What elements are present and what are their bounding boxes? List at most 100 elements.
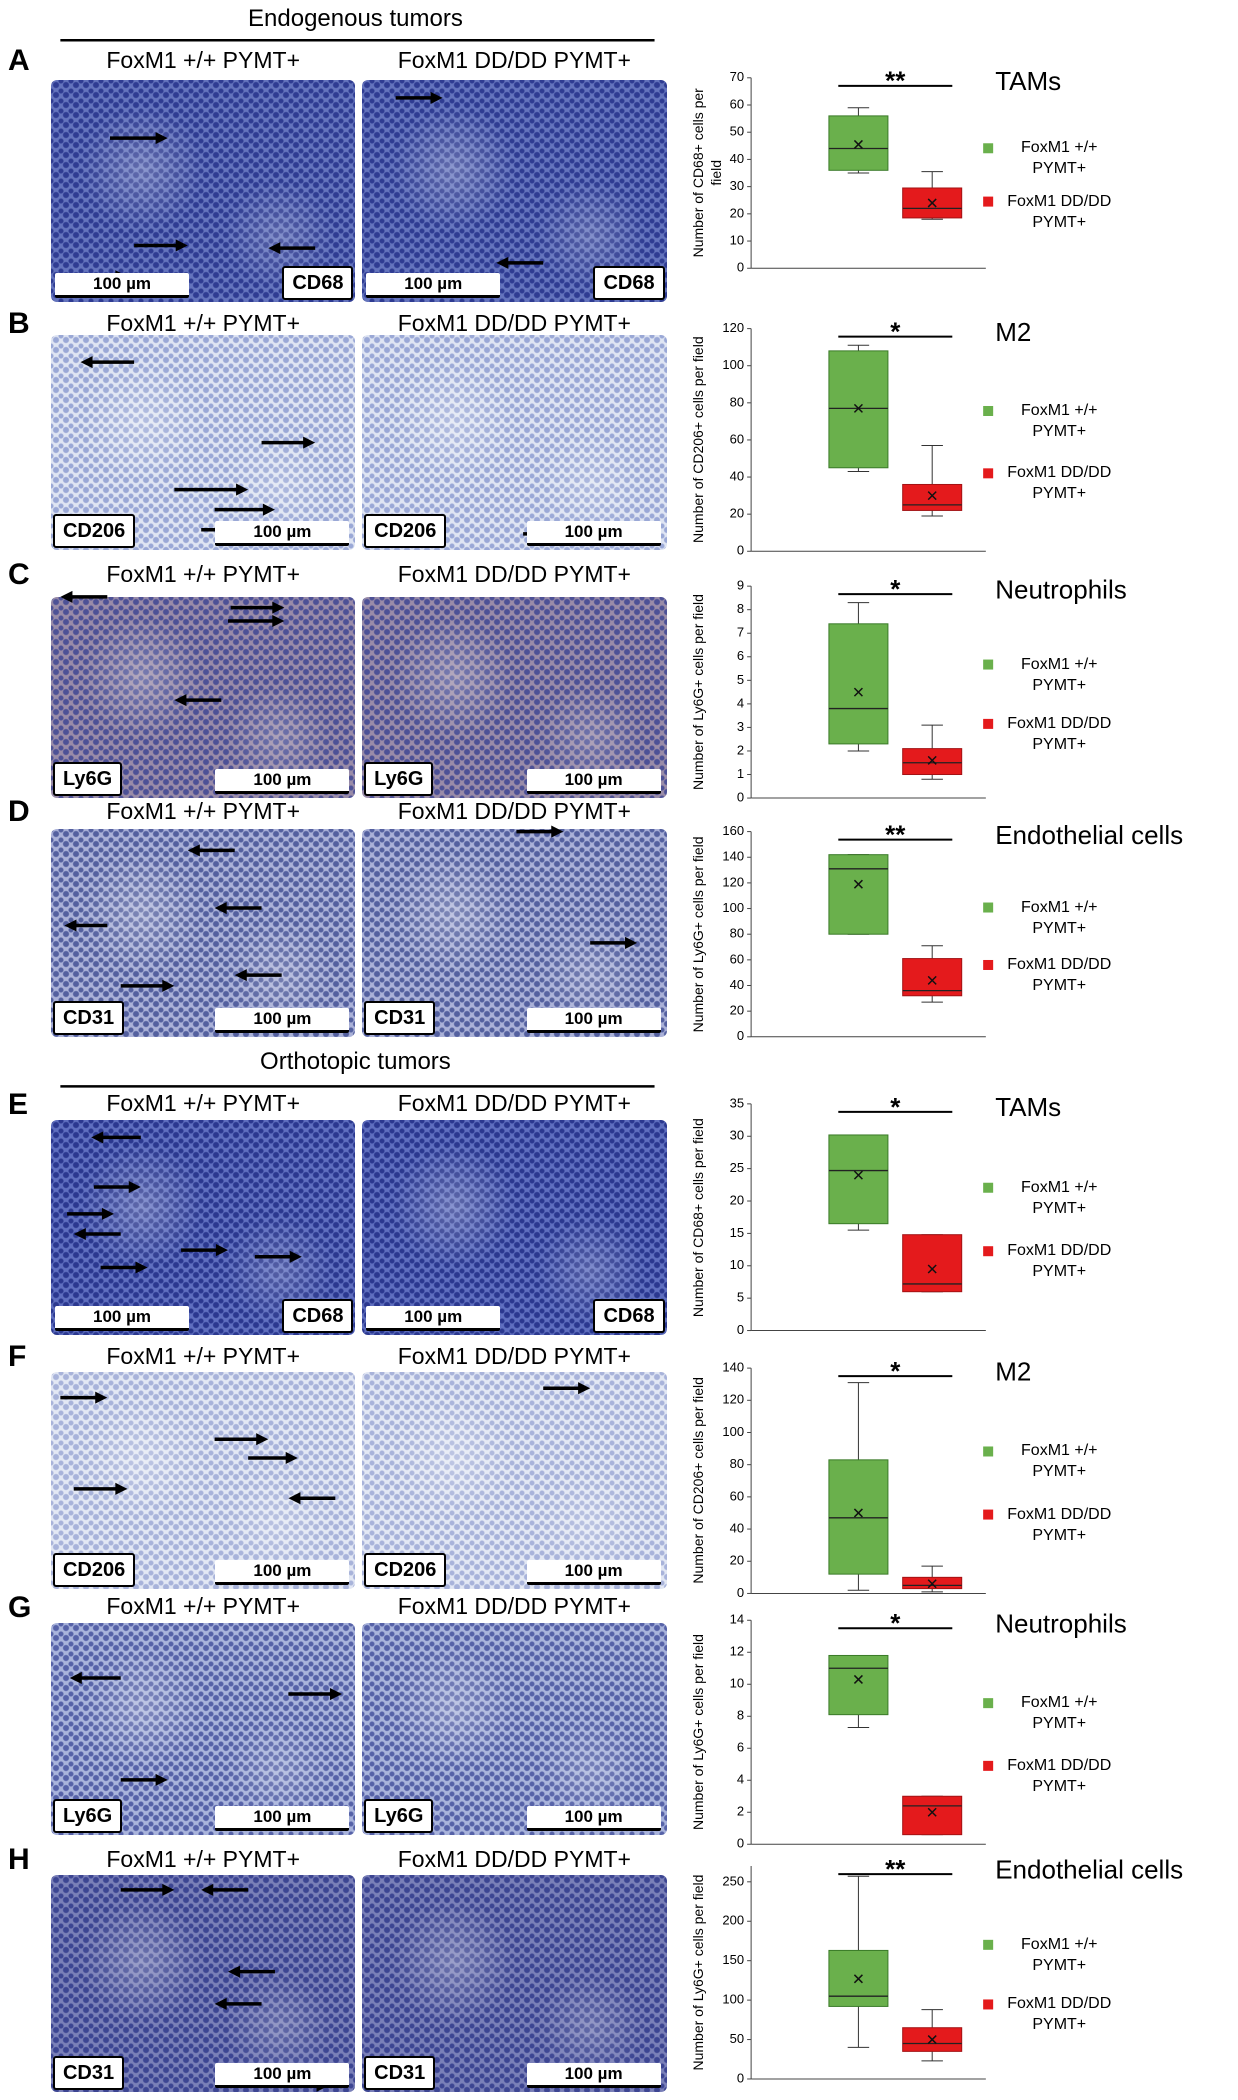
legend-label: FoxM1 DD/DD PYMT+ [1007,1505,1112,1544]
arrowhead [69,1671,82,1684]
legend-swatch [983,1182,994,1193]
arrowhead [289,1250,302,1263]
y-tick-label: 40 [730,468,744,483]
legend-label: FoxM1 +/+ PYMT+ [1021,898,1098,937]
y-tick-label: 1 [737,766,744,781]
legend-label: FoxM1 +/+ PYMT+ [1021,139,1098,178]
arrowhead [187,844,200,857]
scale-bar: 100 µm [215,1560,350,1586]
arrowhead [64,919,77,932]
scale-bar: 100 µm [526,1560,661,1586]
scale-bar: 100 µm [54,272,190,298]
box [828,115,889,171]
y-tick-label: 35 [730,1095,744,1110]
legend-label: FoxM1 +/+ PYMT+ [1021,1442,1098,1481]
significance: * [890,1092,901,1122]
mean-marker [853,1974,863,1984]
arrowhead [551,825,564,838]
mean-marker [853,1674,863,1684]
image-label: FoxM1 DD/DD PYMT+ [397,798,631,825]
arrowhead [303,436,316,449]
y-tick-label: 140 [722,1360,744,1375]
chart-title: M2 [995,1356,1031,1386]
y-tick-label: 120 [722,874,744,889]
legend-swatch [983,1760,994,1771]
chart-title: Neutrophils [995,574,1127,604]
significance: ** [885,66,906,96]
box [828,623,889,745]
image-label: FoxM1 +/+ PYMT+ [106,46,301,73]
legend-label: FoxM1 DD/DD PYMT+ [1007,1242,1112,1281]
y-tick-label: 30 [730,1128,744,1143]
y-tick-label: 20 [730,205,744,220]
legend-label: FoxM1 +/+ PYMT+ [1021,1178,1098,1217]
y-tick-label: 40 [730,1520,744,1535]
arrowhead [91,1131,104,1144]
arrowhead [236,483,249,496]
legend-swatch [983,1999,994,2010]
stain-label: CD31 [364,2056,436,2091]
mean-marker [927,1807,937,1817]
y-tick-label: 2 [737,1804,744,1819]
legend-swatch [983,1246,994,1257]
y-tick-label: 160 [722,823,744,838]
scale-bar: 100 µm [54,1305,190,1331]
scale-bar: 100 µm [215,1007,350,1033]
arrowhead [95,1391,108,1404]
y-tick-label: 100 [722,1992,744,2007]
image-label: FoxM1 DD/DD PYMT+ [397,1090,631,1117]
image-label: FoxM1 +/+ PYMT+ [106,798,301,825]
image-label: FoxM1 +/+ PYMT+ [106,309,301,336]
arrowhead [128,1180,141,1194]
mean-marker [927,2035,937,2045]
section-title: Endogenous tumors [248,5,463,33]
mean-marker [853,1170,863,1180]
scale-bar: 100 µm [526,2063,661,2089]
micrograph [362,1372,667,1590]
box [828,1459,889,1575]
legend-swatch [983,902,994,913]
y-tick-label: 0 [737,1585,744,1600]
legend-swatch [983,1698,994,1709]
panel-letter: H [8,1842,30,1876]
panel-letter: F [8,1339,27,1373]
box [902,958,963,997]
stain-label: Ly6G [364,1798,434,1833]
mean-marker [853,879,863,889]
legend-swatch [983,196,994,207]
mean-marker [853,687,863,697]
y-tick-label: 12 [730,1644,744,1659]
mean-marker [853,1508,863,1518]
legend-swatch [983,1446,994,1457]
legend-swatch [983,1509,994,1520]
stain-label: Ly6G [52,1798,123,1833]
y-axis-label: Number of CD68+ cells per field [690,88,725,258]
legend-label: FoxM1 +/+ PYMT+ [1021,655,1098,694]
arrowhead [101,1207,115,1220]
y-tick-label: 3 [737,719,744,734]
arrowhead [262,503,275,516]
arrowhead [162,1883,175,1896]
y-tick-label: 30 [730,178,744,193]
image-label: FoxM1 DD/DD PYMT+ [397,309,631,336]
image-label: FoxM1 DD/DD PYMT+ [397,46,631,73]
legend-swatch [983,718,994,729]
box [902,748,963,776]
y-axis-label: Number of Ly6G+ cells per field [690,836,707,1033]
y-tick-label: 25 [730,1160,744,1175]
y-tick-label: 10 [730,1257,744,1272]
mean-marker [927,1264,937,1274]
mean-marker [927,755,937,765]
legend-label: FoxM1 DD/DD PYMT+ [1007,192,1112,231]
legend-label: FoxM1 DD/DD PYMT+ [1007,1756,1112,1795]
scale-bar: 100 µm [366,1305,501,1331]
scale-bar: 100 µm [526,769,661,795]
chart-title: Neutrophils [995,1609,1127,1639]
legend-label: FoxM1 DD/DD PYMT+ [1007,464,1112,503]
y-tick-label: 60 [730,1488,744,1503]
stain-label: CD68 [593,1298,665,1333]
box [828,854,889,935]
